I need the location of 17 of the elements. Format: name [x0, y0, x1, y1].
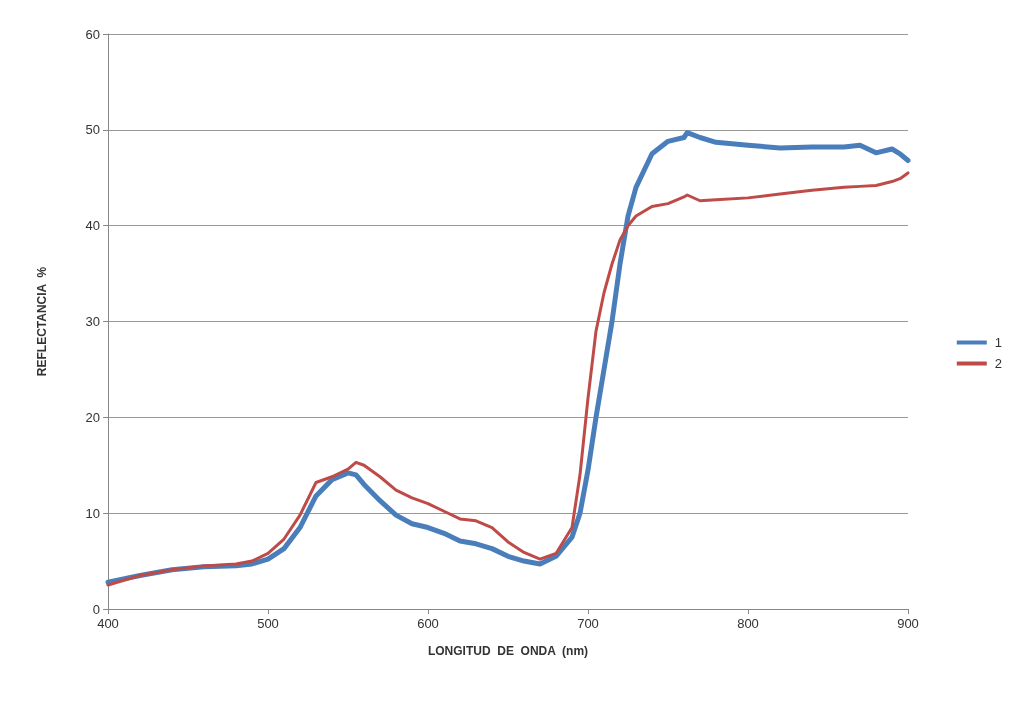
- legend-label: 2: [994, 356, 1002, 371]
- x-tick-label: 400: [97, 616, 119, 631]
- x-tick-label: 900: [897, 616, 919, 631]
- y-tick-label: 10: [85, 505, 100, 521]
- y-tick-label: 20: [85, 409, 100, 425]
- y-tick-label: 0: [92, 601, 100, 617]
- y-tick-label: 30: [85, 314, 100, 329]
- x-tick-label: 700: [577, 616, 599, 631]
- y-tick-label: 60: [85, 26, 100, 42]
- legend-label: 1: [994, 335, 1002, 350]
- y-tick-label: 50: [85, 122, 100, 138]
- x-tick-label: 600: [417, 616, 439, 631]
- x-tick-label: 800: [737, 616, 759, 631]
- x-tick-label: 500: [257, 616, 279, 631]
- y-axis-title: REFLECTANCIA %: [35, 266, 49, 377]
- x-axis-title: LONGITUD DE ONDA (nm): [427, 644, 589, 658]
- y-tick-label: 40: [85, 218, 100, 234]
